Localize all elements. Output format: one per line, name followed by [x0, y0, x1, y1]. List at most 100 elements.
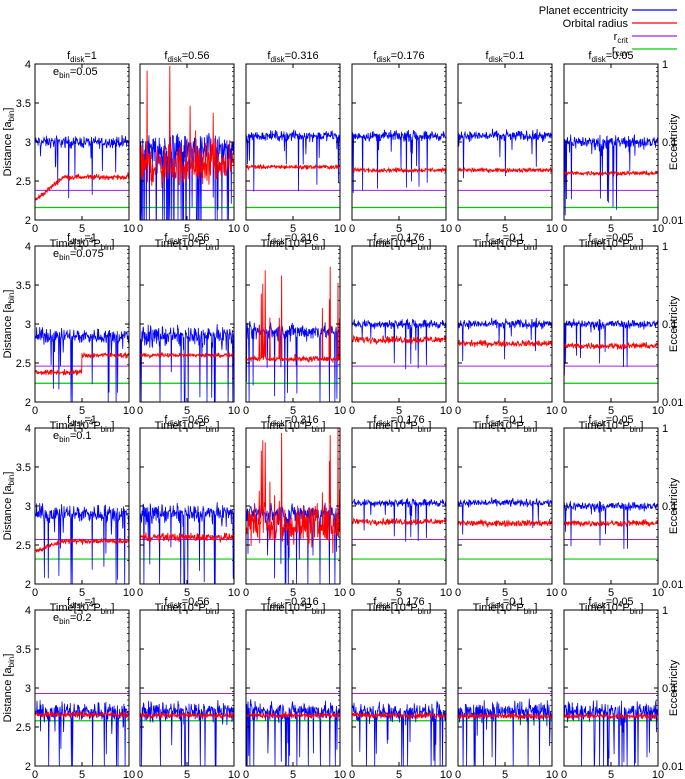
eccentricity-series: [352, 498, 446, 542]
eccentricity-series: [140, 502, 234, 584]
ebin-annotation: ebin=0.2: [53, 612, 92, 626]
panel-title: fdisk=0.1: [485, 50, 524, 64]
x-tick-label: 5: [502, 769, 508, 779]
x-axis-title: Time[104Pbin]: [473, 600, 538, 616]
x-tick-label: 5: [396, 769, 402, 779]
panel-title: fdisk=0.05: [588, 596, 633, 610]
y-tick-label-left: 3.5: [16, 462, 31, 474]
panel-title: fdisk=0.316: [267, 50, 318, 64]
panel-title: fdisk=0.56: [164, 232, 209, 246]
x-axis-title: Time[104Pbin]: [367, 418, 432, 434]
eccentricity-series: [140, 700, 234, 766]
x-tick-label: 10: [123, 405, 135, 417]
x-tick-label: 0: [243, 587, 249, 599]
orbital-radius-series: [458, 518, 552, 528]
x-tick-label: 5: [184, 769, 190, 779]
panel-title: fdisk=0.316: [267, 596, 318, 610]
orbital-radius-series: [564, 519, 658, 528]
x-axis-title: Time[104Pbin]: [261, 600, 326, 616]
y-axis-title-right: Eccentricity: [668, 477, 680, 534]
panel-title: fdisk=0.56: [164, 596, 209, 610]
y-tick-label-left: 2.5: [16, 358, 31, 370]
x-tick-label: 5: [396, 223, 402, 235]
panel-r1-c5: 0 5 10 Time[104Pbin] 0.01 0.1 1 fdisk=0.05 Eccen…: [561, 232, 683, 434]
x-axis-title: Time[104Pbin]: [261, 236, 326, 252]
y-tick-label-left: 2.5: [16, 540, 31, 552]
x-tick-label: 10: [123, 223, 135, 235]
x-tick-label: 0: [455, 769, 461, 779]
x-tick-label: 10: [334, 587, 346, 599]
orbital-radius-series: [246, 710, 340, 720]
x-tick-label: 10: [546, 587, 558, 599]
x-tick-label: 10: [440, 769, 452, 779]
x-tick-label: 10: [440, 587, 452, 599]
x-axis-title: Time[104Pbin]: [50, 418, 115, 434]
x-tick-label: 5: [184, 405, 190, 417]
x-tick-label: 10: [334, 405, 346, 417]
orbital-radius-series: [564, 341, 658, 350]
y-tick-label-left: 4: [25, 59, 31, 71]
y-tick-label-right: 0.01: [662, 761, 683, 773]
y-axis-title-left: Distance [abin]: [2, 108, 16, 177]
x-tick-label: 5: [502, 405, 508, 417]
y-tick-label-left: 3.5: [16, 280, 31, 292]
legend-label-1: Orbital radius: [563, 18, 629, 30]
x-tick-label: 10: [228, 223, 240, 235]
y-tick-label-right: 0.01: [662, 579, 683, 591]
x-tick-label: 5: [608, 223, 614, 235]
x-axis-title: Time[104Pbin]: [261, 418, 326, 434]
y-tick-label-right: 1: [662, 423, 668, 435]
orbital-radius-series: [35, 711, 129, 719]
x-tick-label: 0: [137, 223, 143, 235]
panel-title: fdisk=0.316: [267, 232, 318, 246]
y-tick-label-left: 2.5: [16, 722, 31, 734]
eccentricity-series: [352, 700, 446, 766]
y-axis-title-left: Distance [abin]: [2, 472, 16, 541]
orbital-radius-series: [35, 352, 129, 376]
eccentricity-series: [35, 700, 129, 766]
panel-title: fdisk=1: [67, 50, 97, 64]
x-tick-label: 10: [652, 587, 664, 599]
x-tick-label: 0: [561, 769, 567, 779]
orbital-radius-series: [35, 537, 129, 553]
ebin-annotation: ebin=0.05: [53, 66, 98, 80]
y-axis-title-left: Distance [abin]: [2, 290, 16, 359]
x-axis-title: Time[104Pbin]: [50, 600, 115, 616]
x-tick-label: 0: [561, 587, 567, 599]
y-tick-label-left: 4: [25, 605, 31, 617]
eccentricity-series: [458, 497, 552, 535]
y-tick-label-left: 3: [25, 683, 31, 695]
x-tick-label: 0: [349, 405, 355, 417]
x-axis-title: Time[104Pbin]: [367, 236, 432, 252]
eccentricity-series: [140, 324, 234, 402]
panel-title: fdisk=0.56: [164, 414, 209, 428]
panel-title: fdisk=0.176: [373, 596, 424, 610]
x-tick-label: 5: [396, 405, 402, 417]
y-tick-label-left: 2: [25, 215, 31, 227]
x-tick-label: 5: [502, 587, 508, 599]
eccentricity-series: [35, 135, 129, 199]
orbital-radius-series: [140, 711, 234, 720]
panel-title: fdisk=0.1: [485, 414, 524, 428]
x-tick-label: 10: [652, 223, 664, 235]
x-tick-label: 5: [184, 587, 190, 599]
x-axis-title: Time[104Pbin]: [579, 236, 644, 252]
y-tick-label-left: 3: [25, 137, 31, 149]
legend-label-0: Planet eccentricity: [539, 5, 629, 17]
x-tick-label: 0: [349, 223, 355, 235]
y-tick-label-right: 0.1: [662, 319, 677, 331]
orbital-radius-series: [564, 170, 658, 177]
x-axis-title: Time[104Pbin]: [367, 600, 432, 616]
y-tick-label-left: 4: [25, 423, 31, 435]
legend-label-2: rcrit: [614, 31, 629, 45]
panel-r3-c2: 0 5 10 Time[104Pbin]fdisk=0.316: [243, 596, 346, 779]
y-tick-label-right: 0.01: [662, 397, 683, 409]
orbital-radius-series: [246, 266, 340, 363]
x-tick-label: 5: [79, 769, 85, 779]
panel-title: fdisk=0.176: [373, 232, 424, 246]
x-tick-label: 10: [228, 405, 240, 417]
